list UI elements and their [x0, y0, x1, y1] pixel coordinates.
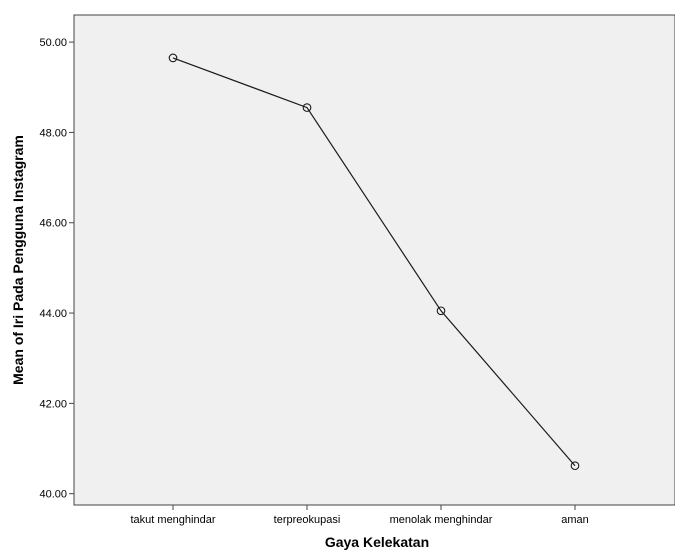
data-point-marker — [302, 103, 312, 112]
x-tick-label: takut menghindar — [131, 514, 216, 526]
y-tick-label: 46.00 — [39, 218, 67, 230]
series-group — [168, 53, 580, 471]
x-axis: takut menghindar terpreokupasi menolak men… — [131, 505, 589, 526]
data-point-marker — [168, 53, 178, 63]
x-axis-title: Gaya Kelekatan — [325, 534, 429, 550]
data-point-marker — [436, 306, 446, 316]
y-tick-label: 50.00 — [39, 37, 67, 49]
data-point-marker — [570, 461, 580, 471]
x-tick-label: aman — [561, 514, 589, 526]
y-tick-label: 44.00 — [39, 308, 67, 320]
y-tick-label: 48.00 — [39, 127, 67, 139]
y-axis-title: Mean of Iri Pada Pengguna Instagram — [10, 135, 26, 385]
x-tick-label: menolak menghindar — [390, 514, 493, 526]
y-axis: 40.00 42.00 44.00 46.00 48.00 50.00 — [39, 37, 74, 501]
y-tick-label: 40.00 — [39, 489, 67, 501]
x-tick-label: terpreokupasi — [274, 514, 341, 526]
y-tick-label: 42.00 — [39, 398, 67, 410]
series-line — [172, 57, 576, 467]
plot-area — [73, 14, 675, 506]
